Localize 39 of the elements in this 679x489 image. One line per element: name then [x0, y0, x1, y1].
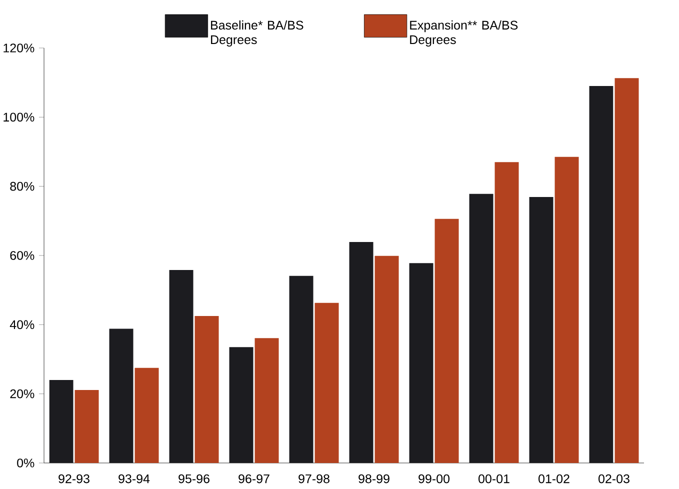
y-tick-label: 60%: [10, 251, 34, 260]
x-tick-label: 92-93: [58, 474, 90, 484]
legend-label: Expansion** BA/BS Degrees: [410, 20, 518, 47]
bar: [74, 390, 99, 463]
bar: [554, 156, 579, 463]
x-tick-label: 98-99: [358, 474, 390, 484]
bar: [614, 78, 639, 463]
x-tick-label: 96-97: [238, 474, 270, 484]
y-tick-label: 120%: [4, 44, 34, 52]
bar: [109, 328, 134, 463]
bar: [229, 347, 254, 463]
x-tick-label: 95-96: [178, 474, 210, 484]
x-tick-label: 01-02: [538, 474, 570, 484]
x-tick-label: 00-01: [478, 474, 510, 484]
x-tick-label: 99-00: [418, 474, 450, 484]
y-tick-label: 0%: [17, 458, 34, 468]
x-tick-label: 93-94: [118, 474, 150, 484]
bar: [349, 242, 374, 463]
bar: [169, 270, 194, 463]
bar: [494, 162, 519, 463]
bar: [434, 218, 459, 463]
bar: [469, 194, 494, 463]
y-tick-label: 20%: [10, 389, 34, 398]
bar: [194, 316, 219, 463]
bar: [409, 263, 434, 463]
bar: [374, 256, 399, 463]
bar: [589, 86, 614, 463]
bar: [314, 302, 339, 463]
bar: [49, 380, 74, 463]
bar: [134, 368, 159, 463]
x-tick-label: 97-98: [298, 474, 330, 484]
bar: [529, 197, 554, 463]
y-tick-label: 100%: [4, 112, 34, 122]
y-tick-label: 80%: [10, 182, 34, 191]
x-tick-label: 02-03: [598, 474, 630, 484]
bar: [289, 276, 314, 463]
bar: [254, 338, 279, 463]
y-tick-label: 40%: [10, 320, 34, 330]
legend-label: Baseline* BA/BS Degrees: [211, 20, 304, 47]
